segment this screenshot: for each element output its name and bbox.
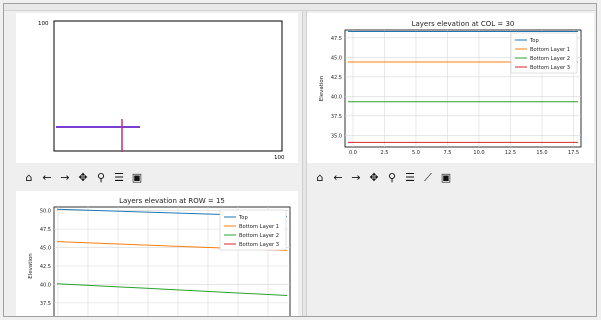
- x-tick-label: 2.5: [381, 150, 389, 156]
- map-pane[interactable]: 100 100: [16, 13, 298, 163]
- col-plot-toolbar: ⌂ ← → ✥ ⚲ ☰ ⟋ ▣: [307, 166, 594, 188]
- row-elevation-chart: Layers elevation at ROW = 15 Elevation 50.…: [28, 197, 291, 316]
- map-toolbar: ⌂ ← → ✥ ⚲ ☰ ▣: [16, 166, 298, 188]
- pane-splitter[interactable]: [302, 11, 307, 316]
- y-tick-label: 47.5: [331, 36, 342, 42]
- y-tick-label: 40.0: [40, 282, 51, 288]
- configure-subplots-icon[interactable]: ☰: [405, 170, 415, 184]
- legend-label: Bottom Layer 3: [530, 65, 570, 71]
- legend-label: Bottom Layer 2: [530, 56, 570, 62]
- legend-label: Bottom Layer 1: [530, 47, 570, 53]
- forward-icon[interactable]: →: [351, 170, 361, 184]
- zoom-icon[interactable]: ⚲: [96, 170, 106, 184]
- y-axis-label: Elevation: [319, 75, 325, 101]
- forward-icon[interactable]: →: [60, 170, 70, 184]
- row-plot-pane[interactable]: Layers elevation at ROW = 15 Elevation 50.…: [16, 191, 298, 316]
- y-axis-label: Elevation: [28, 253, 34, 279]
- legend-label: Bottom Layer 3: [239, 242, 279, 248]
- home-icon[interactable]: ⌂: [25, 170, 33, 184]
- save-icon[interactable]: ▣: [440, 170, 452, 184]
- edit-axis-icon[interactable]: ⟋: [424, 170, 432, 184]
- title-bar: [4, 4, 596, 11]
- col-plot-pane[interactable]: Layers elevation at COL = 30 Elevation 35.…: [307, 13, 594, 163]
- x-tick-label: 7.5: [444, 150, 452, 156]
- chart-title: Layers elevation at COL = 30: [412, 20, 515, 28]
- y-tick-label: 45.0: [40, 246, 51, 252]
- y-tick-label: 47.5: [40, 227, 51, 233]
- pan-icon[interactable]: ✥: [78, 170, 88, 184]
- col-elevation-chart: Layers elevation at COL = 30 Elevation 35.…: [319, 20, 582, 156]
- x-tick-label: 0.0: [349, 150, 357, 156]
- configure-subplots-icon[interactable]: ☰: [114, 170, 124, 184]
- map-axes-frame: [53, 20, 283, 152]
- x-tick-label: 5.0: [412, 150, 420, 156]
- zoom-icon[interactable]: ⚲: [387, 170, 397, 184]
- y-tick-label: 42.5: [40, 264, 51, 270]
- map-ytick-top: 100: [38, 21, 49, 27]
- legend-label: Top: [529, 38, 539, 44]
- series-line: [56, 283, 288, 296]
- x-tick-label: 15.0: [536, 150, 547, 156]
- back-icon[interactable]: ←: [333, 170, 343, 184]
- back-icon[interactable]: ←: [42, 170, 52, 184]
- map-xtick-right: 100: [274, 155, 285, 161]
- y-tick-label: 50.0: [40, 209, 51, 215]
- chart-title: Layers elevation at ROW = 15: [119, 197, 225, 205]
- empty-pane: [307, 191, 594, 316]
- y-tick-label: 37.5: [40, 301, 51, 307]
- legend-label: Top: [238, 215, 248, 221]
- legend-label: Bottom Layer 1: [239, 224, 279, 230]
- y-tick-label: 42.5: [331, 75, 342, 81]
- y-tick-label: 37.5: [331, 114, 342, 120]
- x-tick-label: 17.5: [568, 150, 579, 156]
- y-tick-label: 45.0: [331, 55, 342, 61]
- x-tick-label: 10.0: [473, 150, 484, 156]
- pan-icon[interactable]: ✥: [369, 170, 379, 184]
- legend-label: Bottom Layer 2: [239, 233, 279, 239]
- x-tick-label: 12.5: [505, 150, 516, 156]
- save-icon[interactable]: ▣: [131, 170, 143, 184]
- map-canvas[interactable]: 100 100: [16, 13, 298, 163]
- home-icon[interactable]: ⌂: [316, 170, 324, 184]
- app-window: 100 100 Layers elevation at COL = 30 Elev…: [3, 3, 597, 317]
- y-tick-label: 40.0: [331, 94, 342, 100]
- y-tick-label: 35.0: [331, 133, 342, 139]
